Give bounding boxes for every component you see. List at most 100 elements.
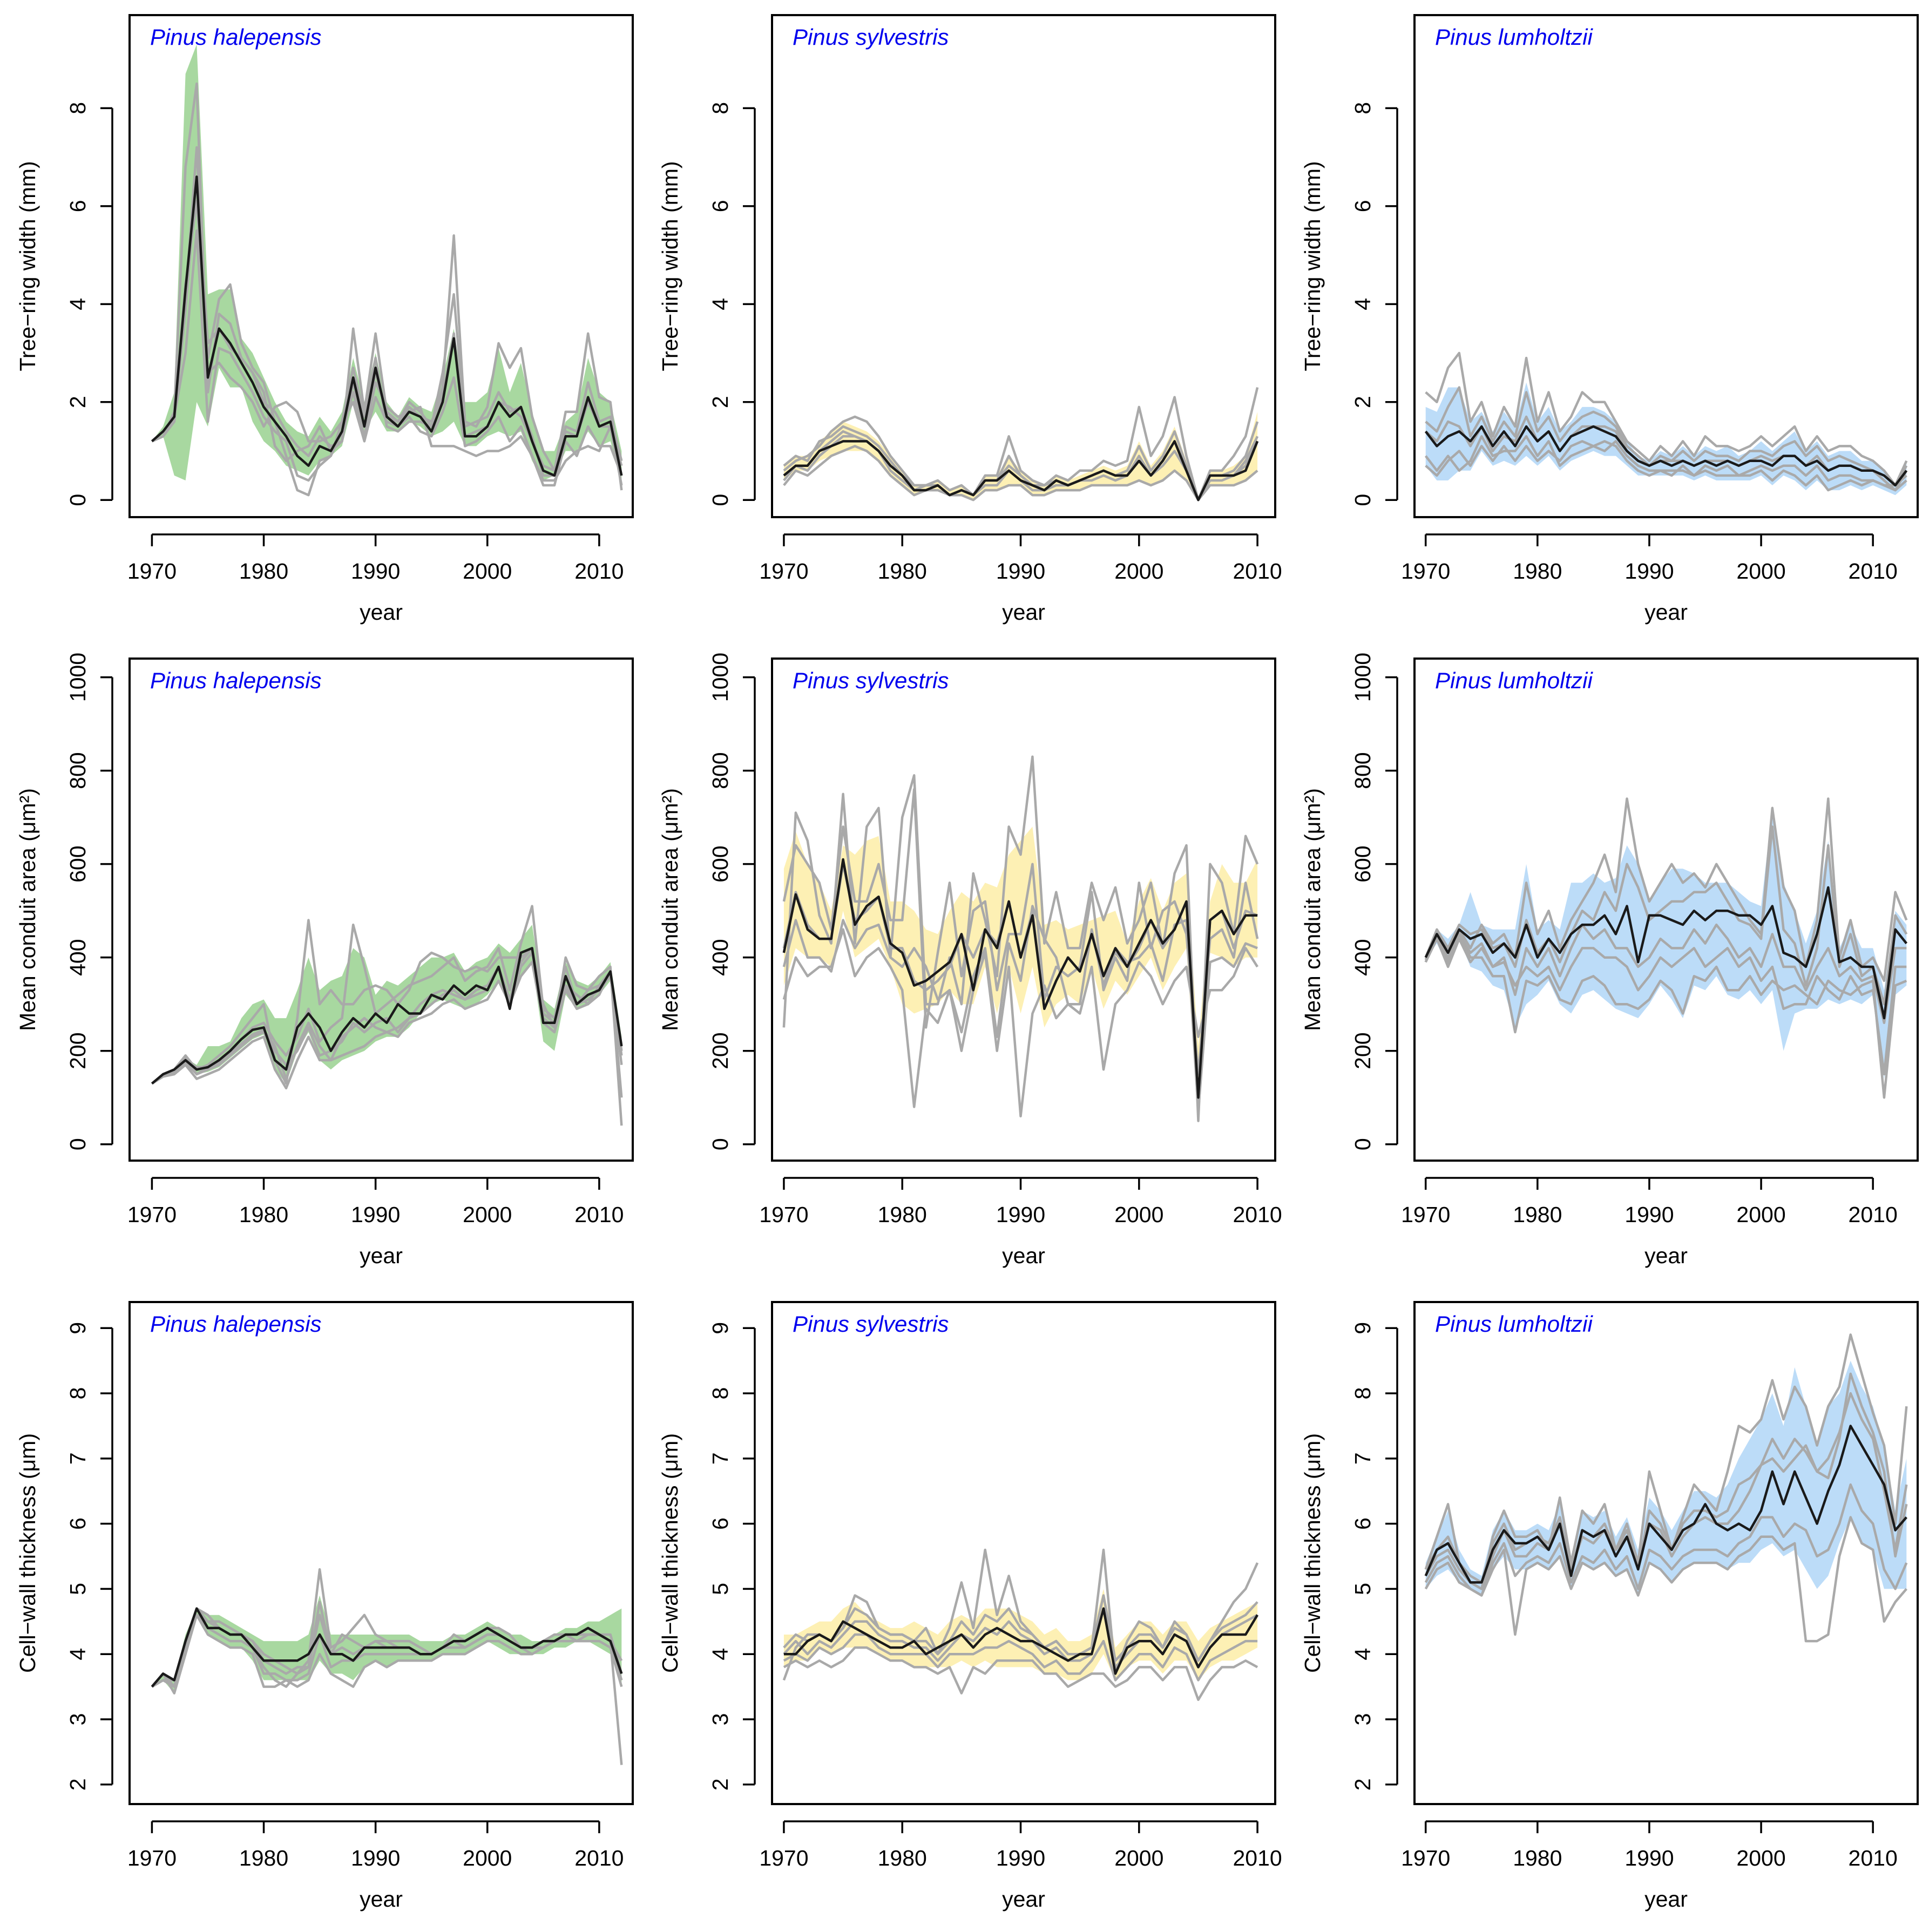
mean-chronology-line bbox=[151, 947, 623, 1085]
confidence-band bbox=[152, 1595, 622, 1693]
panel-hal_area: 1970 1980 1990 2000 2010 year 0 200 400 600 800 100… bbox=[15, 653, 634, 1268]
y-tick-label: 600 bbox=[708, 845, 733, 882]
x-tick-label: 2000 bbox=[1736, 559, 1785, 584]
y-tick-label: 1000 bbox=[1350, 653, 1375, 702]
mean-chronology-line bbox=[783, 440, 1259, 501]
x-tick-label: 1980 bbox=[239, 1846, 288, 1870]
x-tick-label: 2000 bbox=[463, 1846, 512, 1870]
x-tick-label: 1970 bbox=[759, 1202, 808, 1227]
plot-frame bbox=[1413, 14, 1919, 518]
y-axis: 2 3 4 5 6 7 8 9 Cell−wall thickness (μm) bbox=[15, 1322, 113, 1791]
confidence-band bbox=[1425, 382, 1907, 496]
tree-series-line bbox=[1424, 923, 1907, 1025]
y-tick-label: 4 bbox=[65, 298, 90, 310]
x-tick-label: 1980 bbox=[239, 559, 288, 584]
tree-series-line bbox=[151, 146, 623, 477]
y-axis: 0 2 4 6 8 Tree−ring width (mm) bbox=[658, 102, 756, 506]
x-tick-label: 2000 bbox=[1114, 1846, 1163, 1870]
species-label: Pinus sylvestris bbox=[793, 24, 949, 50]
y-tick-label: 9 bbox=[1350, 1322, 1375, 1334]
x-axis-label: year bbox=[1002, 1887, 1045, 1911]
y-tick-label: 8 bbox=[1350, 102, 1375, 114]
confidence-band bbox=[152, 44, 622, 480]
x-tick-label: 2000 bbox=[1736, 1846, 1785, 1870]
x-axis-label: year bbox=[1644, 600, 1688, 625]
tree-series-line bbox=[783, 387, 1259, 501]
x-tick-label: 2000 bbox=[1114, 1202, 1163, 1227]
tree-series-line bbox=[1424, 1516, 1908, 1643]
tree-series-line bbox=[1424, 1333, 1908, 1590]
x-tick-label: 1980 bbox=[1513, 559, 1562, 584]
y-tick-label: 8 bbox=[65, 1387, 90, 1400]
panel-syl_cwt: 1970 1980 1990 2000 2010 year 2 3 4 5 6 7 8 9 Cell−wal… bbox=[658, 1301, 1282, 1911]
mean-chronology-line bbox=[151, 1607, 623, 1688]
y-axis-label: Mean conduit area (μm²) bbox=[1300, 788, 1325, 1031]
y-tick-label: 6 bbox=[708, 1517, 733, 1530]
y-tick-label: 6 bbox=[708, 200, 733, 212]
x-axis-label: year bbox=[360, 1243, 403, 1268]
y-tick-label: 2 bbox=[708, 396, 733, 408]
y-axis: 0 200 400 600 800 1000 Mean conduit area (μm²) bbox=[658, 653, 756, 1150]
x-tick-label: 2000 bbox=[463, 1202, 512, 1227]
plot-frame bbox=[128, 14, 634, 518]
tree-series-line bbox=[783, 1594, 1258, 1662]
x-tick-label: 1990 bbox=[1625, 1202, 1674, 1227]
y-tick-label: 0 bbox=[65, 1138, 90, 1150]
mean-chronology-line bbox=[783, 1607, 1259, 1675]
tree-series-line bbox=[1424, 1392, 1908, 1584]
x-tick-label: 2010 bbox=[1233, 1846, 1282, 1870]
y-tick-label: 9 bbox=[65, 1322, 90, 1334]
x-tick-label: 2000 bbox=[463, 559, 512, 584]
y-tick-label: 4 bbox=[1350, 298, 1375, 310]
x-axis: 1970 1980 1990 2000 2010 year bbox=[759, 533, 1282, 625]
tree-series-line bbox=[782, 755, 1259, 1122]
plot-frame bbox=[1413, 1301, 1919, 1805]
x-tick-label: 2010 bbox=[1849, 559, 1898, 584]
y-tick-label: 800 bbox=[65, 752, 90, 789]
confidence-band bbox=[1425, 1360, 1907, 1596]
panel-lum_area: 1970 1980 1990 2000 2010 year 0 200 400 600 800 100… bbox=[1300, 653, 1919, 1268]
x-axis: 1970 1980 1990 2000 2010 year bbox=[759, 1177, 1282, 1268]
x-tick-label: 1980 bbox=[1513, 1846, 1562, 1870]
tree-series-line bbox=[1425, 351, 1908, 487]
panel-syl_area: 1970 1980 1990 2000 2010 year 0 200 400 600 800 100… bbox=[658, 653, 1282, 1268]
x-tick-label: 1980 bbox=[878, 1202, 927, 1227]
y-tick-label: 5 bbox=[708, 1583, 733, 1595]
y-axis-label: Mean conduit area (μm²) bbox=[658, 788, 682, 1031]
species-label: Pinus lumholtzii bbox=[1435, 1311, 1593, 1337]
x-tick-label: 1970 bbox=[759, 1846, 808, 1870]
panel-lum_trw: 1970 1980 1990 2000 2010 year 0 2 4 6 8 Tree−ring w… bbox=[1300, 14, 1919, 625]
x-tick-label: 1980 bbox=[1513, 1202, 1562, 1227]
y-tick-label: 0 bbox=[1350, 494, 1375, 506]
x-tick-label: 1990 bbox=[351, 1846, 400, 1870]
species-label: Pinus lumholtzii bbox=[1435, 668, 1593, 693]
y-tick-label: 6 bbox=[65, 1517, 90, 1530]
y-tick-label: 1000 bbox=[65, 653, 90, 702]
y-tick-label: 800 bbox=[708, 752, 733, 789]
y-axis: 0 2 4 6 8 Tree−ring width (mm) bbox=[1300, 102, 1398, 506]
y-tick-label: 8 bbox=[1350, 1387, 1375, 1400]
species-label: Pinus sylvestris bbox=[793, 668, 949, 693]
y-tick-label: 3 bbox=[708, 1713, 733, 1726]
y-tick-label: 8 bbox=[708, 102, 733, 114]
y-tick-label: 6 bbox=[1350, 1517, 1375, 1530]
y-tick-label: 4 bbox=[65, 1648, 90, 1660]
x-axis: 1970 1980 1990 2000 2010 year bbox=[759, 1820, 1282, 1911]
y-tick-label: 2 bbox=[65, 1778, 90, 1791]
y-axis-label: Tree−ring width (mm) bbox=[15, 161, 40, 371]
y-tick-label: 600 bbox=[65, 845, 90, 882]
x-tick-label: 2010 bbox=[1849, 1202, 1898, 1227]
tree-series-line bbox=[782, 928, 1259, 1118]
tree-series-line bbox=[151, 919, 623, 1098]
x-tick-label: 1970 bbox=[759, 559, 808, 584]
tree-series-line bbox=[1424, 1483, 1908, 1597]
plot-frame bbox=[771, 1301, 1276, 1805]
x-axis-label: year bbox=[1644, 1243, 1688, 1268]
y-tick-label: 8 bbox=[708, 1387, 733, 1400]
y-axis-label: Tree−ring width (mm) bbox=[658, 161, 682, 371]
tree-series-line bbox=[1425, 440, 1907, 487]
y-tick-label: 800 bbox=[1350, 752, 1375, 789]
x-tick-label: 1970 bbox=[1401, 1846, 1450, 1870]
panel-hal_trw: 1970 1980 1990 2000 2010 year 0 2 4 6 8 Tree−ring w… bbox=[15, 14, 634, 625]
